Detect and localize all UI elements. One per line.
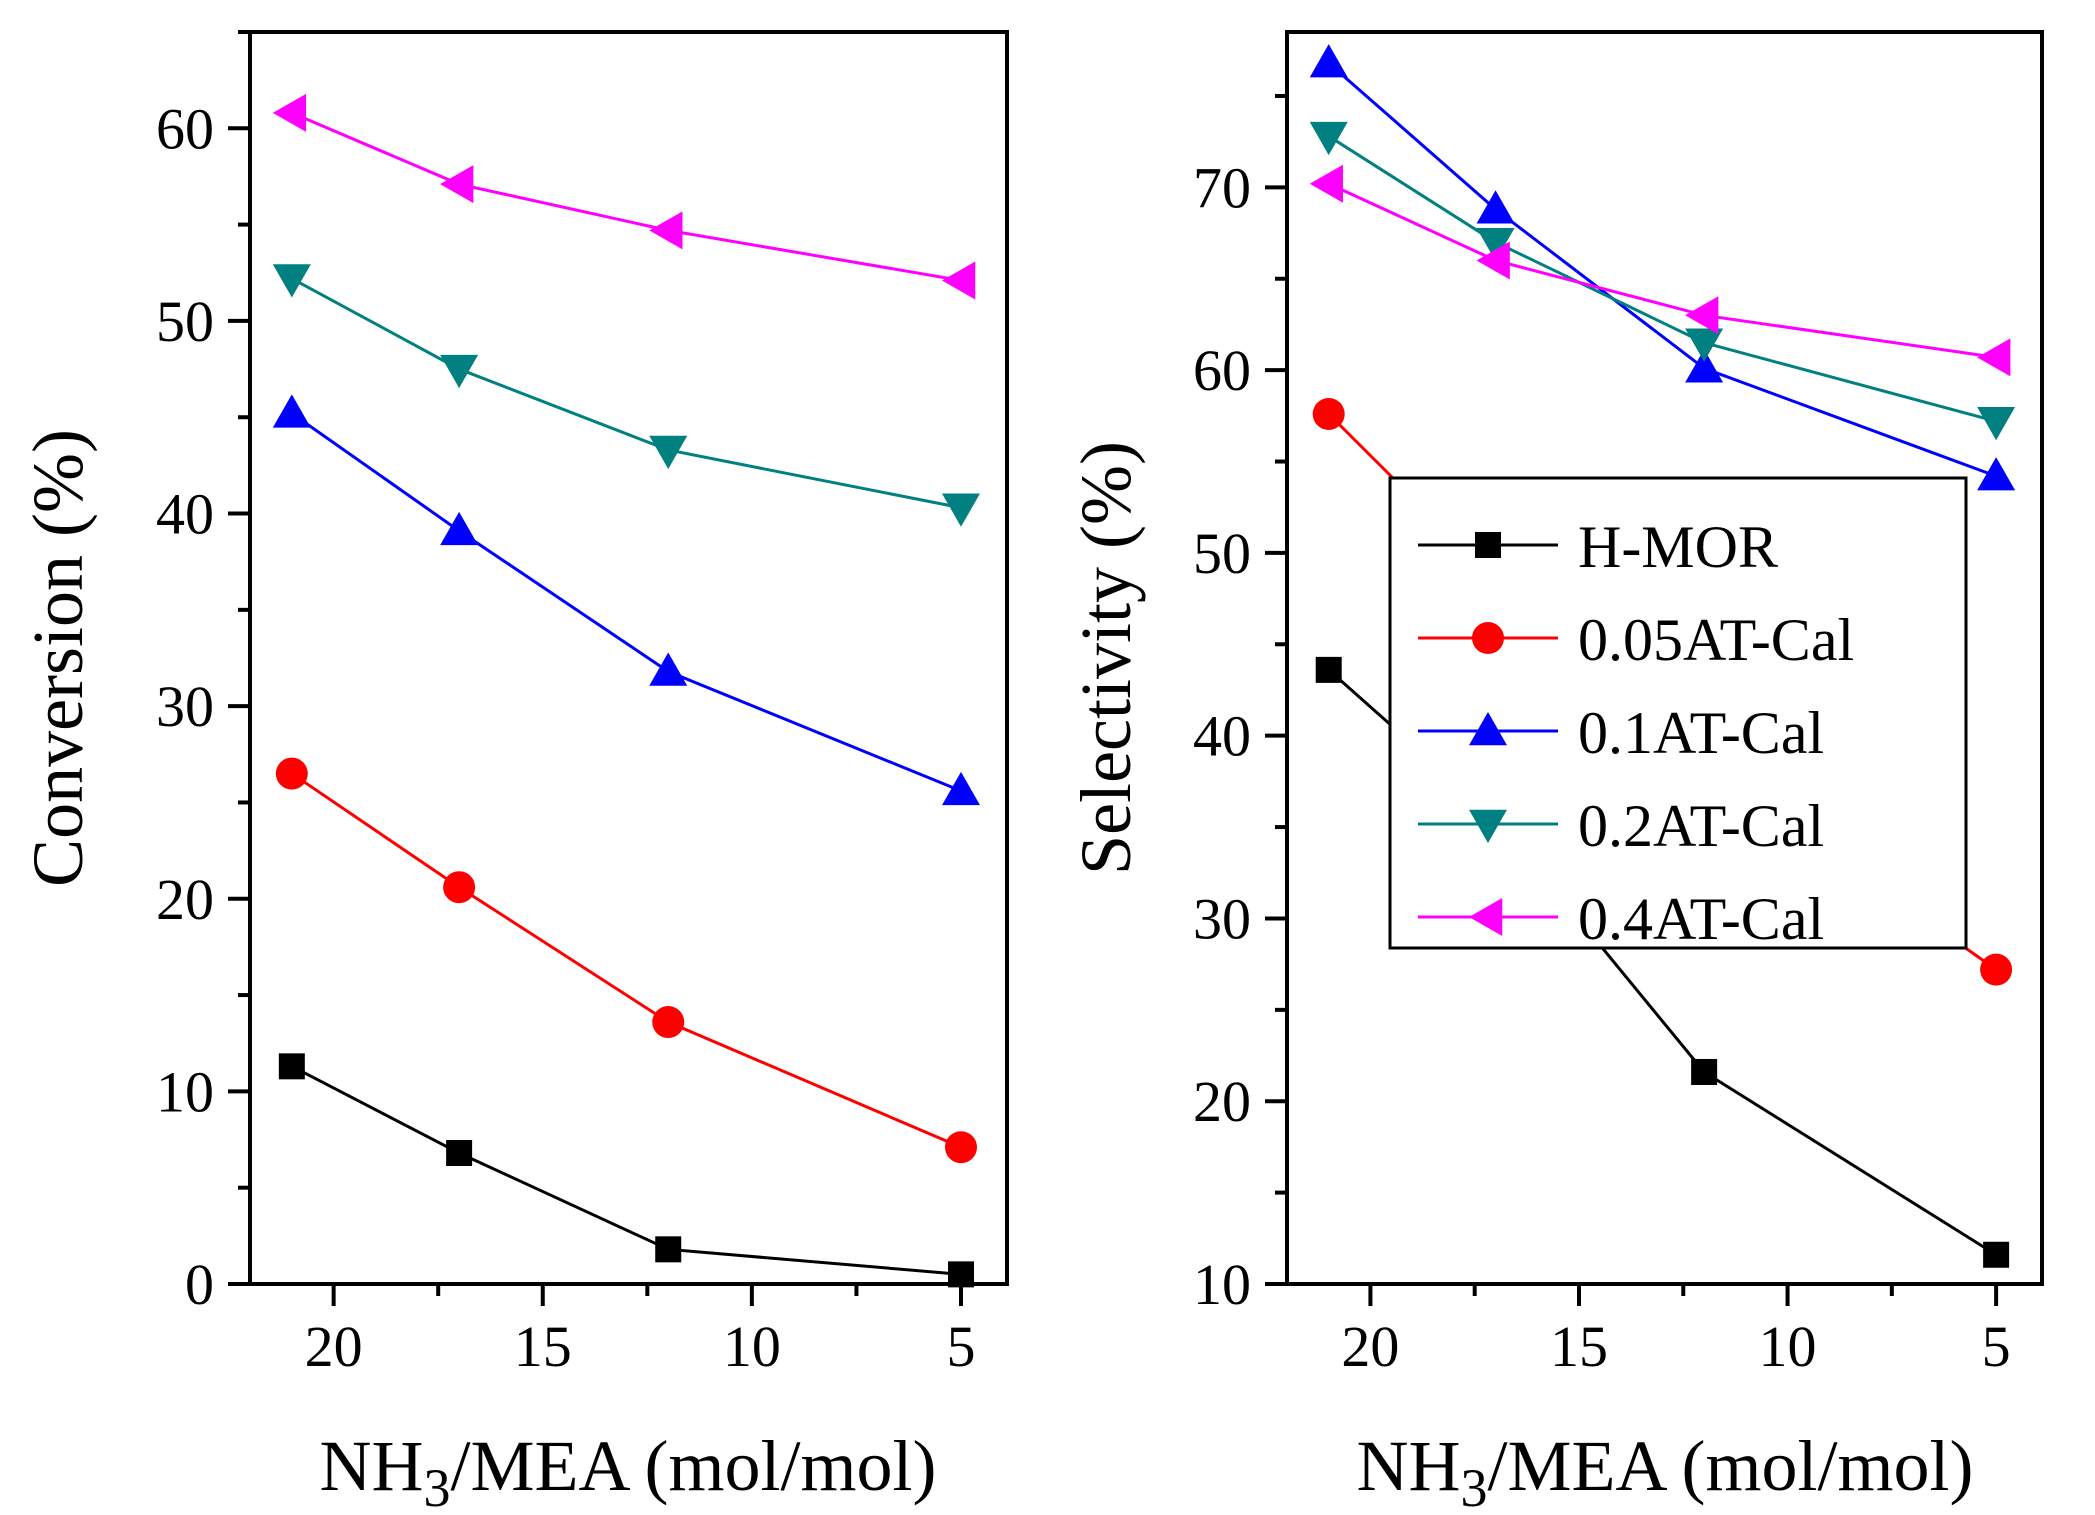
conversion-x-title-main: NH [320,1426,424,1506]
legend-label-0.05AT-Cal: 0.05AT-Cal [1578,607,1854,673]
conversion-x-tick-label: 5 [946,1314,975,1379]
selectivity-series-line-0.1AT-Cal [1327,61,1997,478]
legend-marker-0.2AT-Cal [1469,809,1507,843]
conversion-series-line-0.1AT-Cal [290,412,962,793]
selectivity-point-0.2AT-Cal [1977,407,2016,441]
conversion-point-0.05AT-Cal [652,1006,685,1039]
selectivity-point-0.1AT-Cal [1476,190,1515,224]
conversion-y-tick-label: 10 [156,1059,214,1124]
selectivity-point-0.1AT-Cal [1977,457,2016,491]
selectivity-point-0.2AT-Cal [1309,121,1348,156]
conversion-point-H-MOR [947,1261,974,1288]
conversion-point-0.05AT-Cal [275,757,308,790]
legend-label-0.4AT-Cal: 0.4AT-Cal [1578,886,1824,952]
selectivity-x-title-rest: /MEA (mol/mol) [1488,1426,1974,1506]
conversion-series-line-0.2AT-Cal [291,277,962,510]
selectivity-point-0.2AT-Cal [1476,227,1515,262]
conversion-point-0.4AT-Cal [649,211,683,250]
selectivity-point-0.4AT-Cal [1309,164,1343,203]
selectivity-y-tick-label: 10 [1193,1252,1251,1317]
selectivity-x-tick-label: 5 [1982,1314,2011,1379]
conversion-point-0.2AT-Cal [941,493,980,527]
selectivity-point-0.4AT-Cal [1685,296,1719,335]
conversion-point-H-MOR [278,1053,305,1080]
conversion-point-0.1AT-Cal [440,511,479,546]
selectivity-plot-frame [1285,30,2044,1286]
selectivity-point-H-MOR [1691,1058,1718,1085]
legend-marker-0.05AT-Cal [1472,622,1504,654]
conversion-series-line-0.05AT-Cal [290,772,962,1149]
conversion-y-tick-label: 60 [156,96,214,161]
conversion-point-0.4AT-Cal [440,165,474,204]
conversion-y-axis-title: Conversion (%) [18,429,98,887]
conversion-point-0.1AT-Cal [272,394,311,428]
selectivity-x-title-main: NH [1357,1426,1461,1506]
conversion-y-tick-label: 20 [156,867,214,932]
selectivity-point-0.05AT-Cal [1980,953,2013,986]
conversion-series [272,93,980,1288]
selectivity-point-H-MOR [1983,1241,2010,1268]
conversion-point-0.4AT-Cal [272,93,307,132]
selectivity-y-tick-label: 30 [1193,886,1251,951]
conversion-point-0.1AT-Cal [941,771,980,806]
selectivity-x-title-sub: 3 [1461,1458,1488,1515]
selectivity-y-tick-label: 20 [1193,1069,1251,1134]
legend-marker-0.4AT-Cal [1469,898,1503,936]
selectivity-x-tick-label: 10 [1759,1314,1817,1379]
selectivity-y-tick-label: 70 [1193,155,1251,220]
conversion-point-H-MOR [655,1236,682,1263]
conversion-point-H-MOR [446,1140,473,1167]
conversion-y-tick-label: 30 [156,674,214,739]
conversion-point-0.2AT-Cal [649,435,688,469]
conversion-x-title-rest: /MEA (mol/mol) [451,1426,937,1506]
selectivity-y-tick-label: 50 [1193,521,1251,586]
legend-marker-H-MOR [1475,532,1501,558]
conversion-x-title-sub: 3 [424,1458,451,1515]
selectivity-point-0.1AT-Cal [1685,349,1724,383]
selectivity-x-tick-label: 15 [1550,1314,1608,1379]
legend-label-H-MOR: H-MOR [1578,514,1778,580]
selectivity-x-tick-label: 20 [1341,1314,1399,1379]
selectivity-point-0.4AT-Cal [1977,338,2011,377]
selectivity-y-tick-label: 60 [1193,338,1251,403]
conversion-plot-frame [248,30,1009,1286]
conversion-point-0.2AT-Cal [272,264,311,298]
conversion-x-tick-label: 15 [514,1314,572,1379]
legend-marker-0.1AT-Cal [1469,712,1507,746]
conversion-x-tick-label: 10 [723,1314,781,1379]
selectivity-x-axis-title: NH3/MEA (mol/mol) [1357,1426,1974,1515]
conversion-x-axis-title: NH3/MEA (mol/mol) [320,1426,937,1515]
selectivity-y-axis-title: Selectivity (%) [1066,441,1146,875]
selectivity-panel: 20 15 10 5 10 20 30 40 50 60 70 Selectivity (%) NH… [1066,30,2044,1515]
selectivity-point-0.05AT-Cal [1312,397,1345,430]
conversion-x-tick-label: 20 [305,1314,363,1379]
selectivity-ticks: 20 15 10 5 10 20 30 40 50 60 70 [1193,93,2011,1379]
conversion-point-0.1AT-Cal [649,652,688,686]
selectivity-point-H-MOR [1315,656,1342,683]
legend: H-MOR 0.05AT-Cal 0.1AT-Cal 0.2AT-Cal 0.4AT-C… [1388,476,1968,952]
selectivity-series-line-0.4AT-Cal [1328,182,1997,359]
selectivity-point-0.1AT-Cal [1309,44,1348,78]
conversion-series-line-H-MOR [291,1065,962,1276]
legend-label-0.1AT-Cal: 0.1AT-Cal [1578,700,1824,766]
selectivity-series-line-0.2AT-Cal [1327,134,1997,423]
legend-label-0.2AT-Cal: 0.2AT-Cal [1578,793,1824,859]
selectivity-point-0.4AT-Cal [1476,241,1510,280]
conversion-y-tick-label: 50 [156,289,214,354]
selectivity-point-0.2AT-Cal [1685,328,1724,362]
conversion-y-tick-label: 0 [185,1252,214,1317]
selectivity-y-tick-label: 40 [1193,704,1251,769]
conversion-y-tick-label: 40 [156,482,214,547]
conversion-series-line-0.4AT-Cal [291,111,962,282]
conversion-point-0.05AT-Cal [944,1131,977,1164]
conversion-point-0.05AT-Cal [443,871,476,904]
conversion-point-0.2AT-Cal [440,354,479,389]
conversion-point-0.4AT-Cal [941,261,976,300]
